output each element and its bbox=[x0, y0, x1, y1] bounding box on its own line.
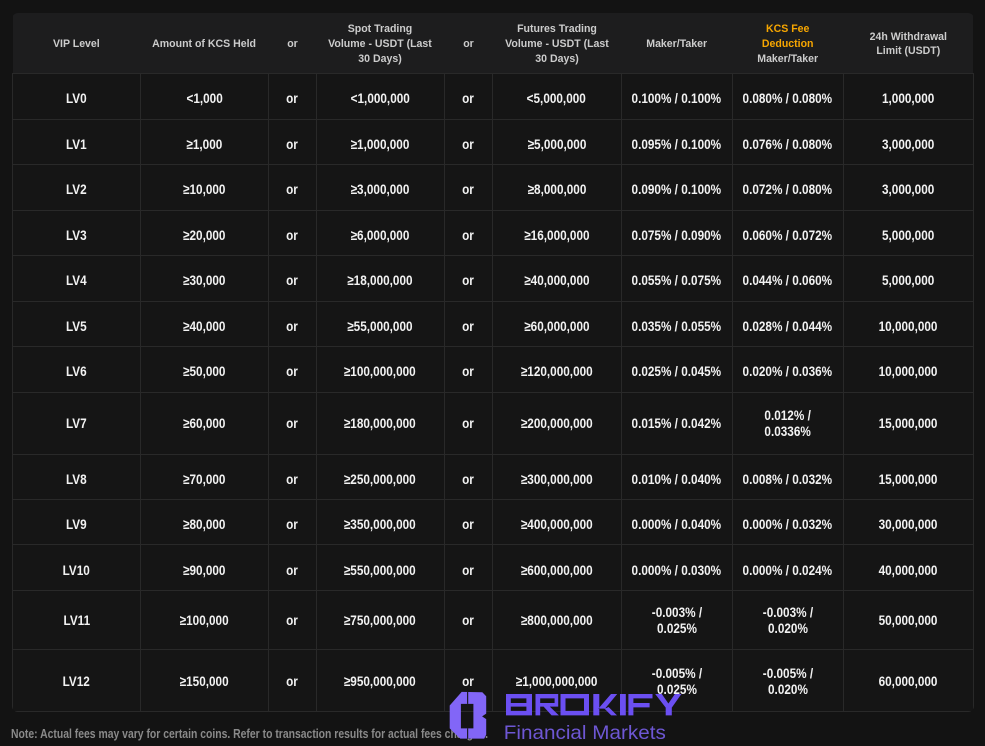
svg-text:Financial Markets: Financial Markets bbox=[504, 722, 666, 744]
